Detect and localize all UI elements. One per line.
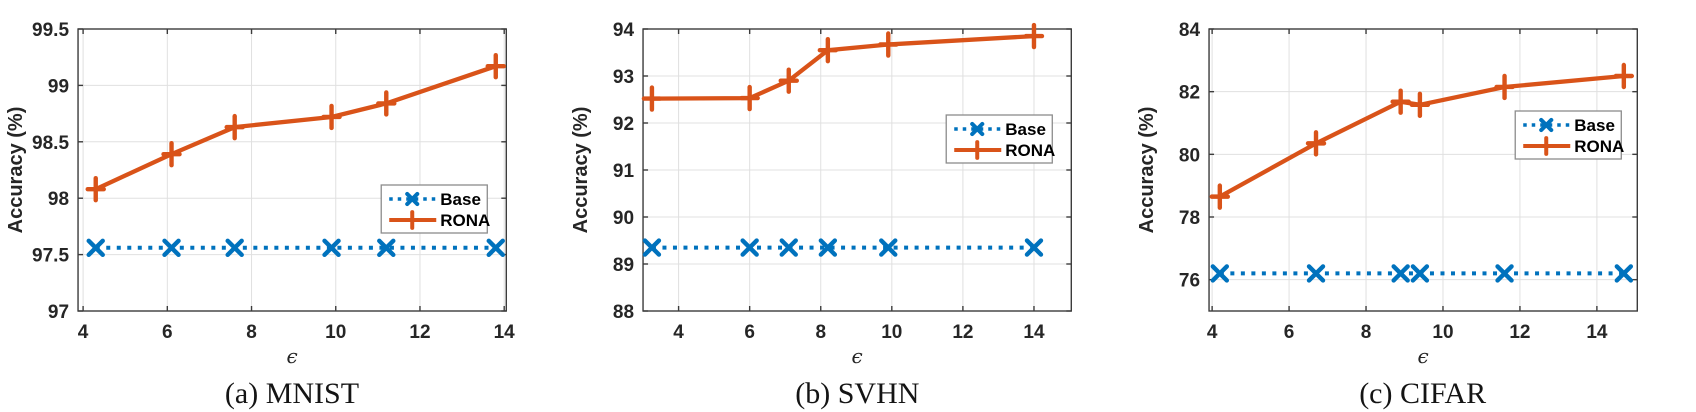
svg-text:84: 84 — [1179, 20, 1201, 41]
svg-text:6: 6 — [1283, 322, 1294, 343]
rona-markers — [1209, 62, 1634, 210]
legend: Base RONA — [1514, 110, 1624, 160]
svg-text:90: 90 — [613, 208, 634, 229]
chart-caption-svhn: (b) SVHN — [795, 377, 920, 410]
legend: Base RONA — [380, 184, 490, 234]
svg-text:98: 98 — [48, 189, 69, 210]
rona-line — [94, 64, 497, 192]
x-axis-label: ϵ — [852, 344, 863, 368]
chart-caption-cifar: (c) CIFAR — [1359, 377, 1487, 410]
svg-text:4: 4 — [1206, 322, 1217, 343]
legend-base-marker-icon — [970, 121, 985, 137]
svg-text:76: 76 — [1179, 271, 1200, 292]
y-tick-labels: 97 97.5 98 98.5 99 99.5 — [32, 20, 69, 323]
plot-border — [77, 28, 507, 312]
base-markers — [643, 238, 1044, 257]
svg-text:89: 89 — [613, 255, 634, 276]
legend-rona-marker-icon — [969, 140, 986, 160]
legend-box — [380, 184, 488, 234]
svg-text:78: 78 — [1179, 208, 1200, 229]
svg-text:99: 99 — [48, 76, 69, 97]
x-axis-label: ϵ — [287, 344, 298, 368]
legend-base-marker-icon — [405, 191, 420, 207]
legend-label-rona: RONA — [1006, 141, 1056, 160]
legend-box — [1514, 110, 1622, 160]
x-tick-labels: 4 6 8 10 12 14 — [78, 322, 515, 343]
svg-text:6: 6 — [745, 322, 756, 343]
legend-rona-marker-icon — [404, 210, 421, 230]
svg-text:98.5: 98.5 — [32, 133, 69, 154]
chart-caption-mnist: (a) MNIST — [224, 377, 360, 410]
chart-panel-mnist: 4 6 8 10 12 14 97 97.5 98 98.5 99 99.5 Accuracy (%) ϵ… — [0, 0, 565, 412]
x-tick-labels: 4 6 8 10 12 14 — [674, 322, 1046, 343]
legend-rona-marker-icon — [1538, 136, 1554, 156]
gridlines — [1208, 28, 1637, 311]
svg-text:97: 97 — [48, 302, 69, 323]
legend-label-rona: RONA — [1574, 137, 1624, 156]
svg-text:91: 91 — [613, 161, 635, 182]
y-tick-labels: 88 89 90 91 92 93 94 — [613, 20, 635, 323]
rona-markers — [85, 53, 506, 203]
gridlines — [643, 28, 1072, 312]
y-axis-label: Accuracy (%) — [1136, 107, 1158, 234]
svg-text:80: 80 — [1179, 145, 1200, 166]
legend-label-rona: RONA — [440, 211, 490, 230]
svg-text:92: 92 — [613, 114, 634, 135]
tick-marks — [1208, 28, 1637, 311]
svg-text:8: 8 — [816, 322, 827, 343]
svg-text:8: 8 — [1360, 322, 1371, 343]
svg-text:12: 12 — [953, 322, 974, 343]
svg-text:97.5: 97.5 — [32, 246, 69, 267]
legend-label-base: Base — [1574, 116, 1615, 135]
svg-text:8: 8 — [246, 322, 257, 343]
legend-box — [945, 114, 1054, 164]
mnist-line-chart: 4 6 8 10 12 14 97 97.5 98 98.5 99 99.5 Accuracy (%) ϵ… — [5, 20, 515, 368]
x-tick-labels: 4 6 8 10 12 14 — [1206, 322, 1607, 343]
tick-marks — [643, 28, 1072, 312]
svg-text:14: 14 — [494, 322, 516, 343]
rona-markers — [642, 22, 1045, 112]
base-markers — [1210, 264, 1633, 283]
y-axis-label: Accuracy (%) — [5, 107, 27, 234]
chart-panel-cifar: 4 6 8 10 12 14 76 78 80 82 84 Accuracy (%) ϵ Base RONA… — [1131, 0, 1696, 412]
x-axis-label: ϵ — [1417, 344, 1428, 368]
svg-text:93: 93 — [613, 67, 634, 88]
svg-text:94: 94 — [613, 20, 635, 41]
svg-text:10: 10 — [1432, 322, 1453, 343]
legend-label-base: Base — [440, 190, 481, 209]
chart-panel-svhn: 4 6 8 10 12 14 88 89 90 91 92 93 94 Accuracy (%) ϵ Base… — [565, 0, 1130, 412]
svg-text:88: 88 — [613, 302, 634, 323]
rona-line — [652, 33, 1035, 101]
legend-base-marker-icon — [1538, 117, 1553, 133]
rona-line — [1218, 73, 1624, 199]
svg-text:12: 12 — [409, 322, 430, 343]
y-tick-labels: 76 78 80 82 84 — [1179, 20, 1201, 292]
svg-text:10: 10 — [882, 322, 903, 343]
svg-text:4: 4 — [78, 322, 89, 343]
svg-text:99.5: 99.5 — [32, 20, 69, 41]
svg-text:14: 14 — [1586, 322, 1608, 343]
svg-text:82: 82 — [1179, 83, 1200, 104]
svg-text:6: 6 — [162, 322, 173, 343]
svg-text:12: 12 — [1509, 322, 1530, 343]
y-axis-label: Accuracy (%) — [570, 107, 592, 234]
cifar-line-chart: 4 6 8 10 12 14 76 78 80 82 84 Accuracy (%) ϵ Base RONA — [1136, 20, 1638, 368]
svg-text:4: 4 — [674, 322, 685, 343]
svg-text:10: 10 — [325, 322, 346, 343]
svhn-line-chart: 4 6 8 10 12 14 88 89 90 91 92 93 94 Accuracy (%) ϵ Base… — [570, 20, 1073, 368]
legend-label-base: Base — [1006, 120, 1047, 139]
legend: Base RONA — [945, 114, 1056, 164]
plot-border — [1208, 28, 1638, 312]
base-markers — [86, 238, 505, 258]
svg-text:14: 14 — [1024, 322, 1046, 343]
